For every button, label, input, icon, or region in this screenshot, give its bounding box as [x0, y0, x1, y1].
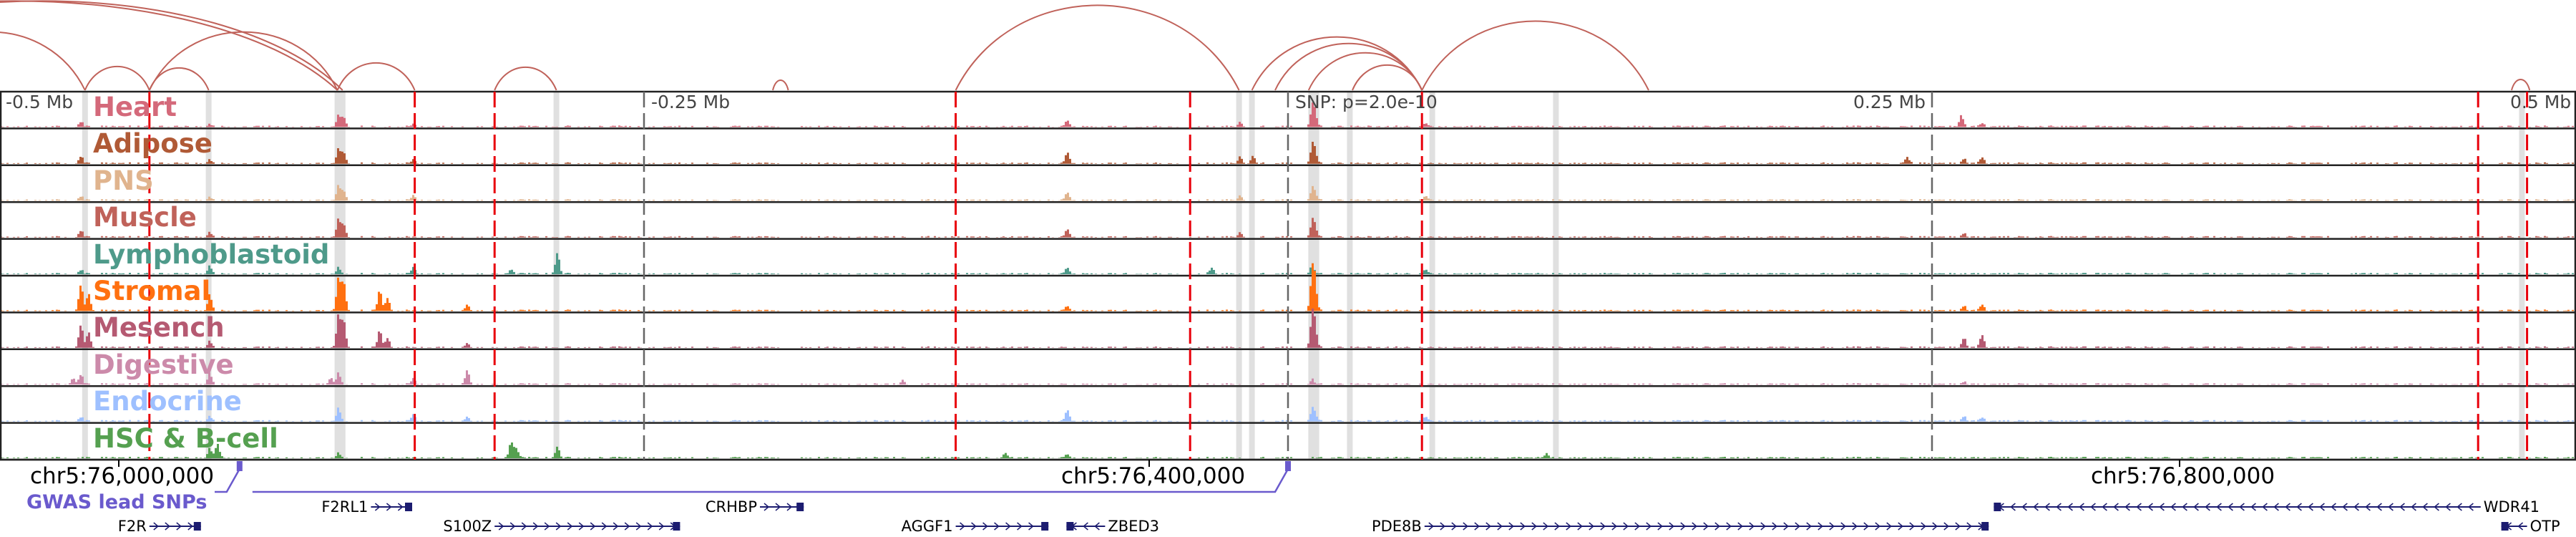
exon: [1994, 503, 2001, 511]
signal-bars: [0, 253, 2574, 274]
exon: [673, 522, 680, 531]
scale-label-minus-half: -0.5 Mb: [6, 92, 74, 112]
exon: [1981, 522, 1989, 531]
signal-bars: [0, 142, 2574, 164]
gene-label[interactable]: OTP: [2529, 518, 2560, 535]
strand-arrows: [498, 522, 676, 531]
gene-label[interactable]: AGGF1: [901, 518, 953, 535]
track-label: Lymphoblastoid: [93, 238, 330, 270]
gene-label[interactable]: PDE8B: [1371, 518, 1422, 535]
gene-label[interactable]: F2RL1: [321, 498, 369, 516]
gene-s100z[interactable]: [494, 522, 680, 531]
track-label: Heart: [93, 92, 177, 122]
loop-arc: [0, 32, 86, 91]
signal-bars: [0, 218, 2574, 238]
exon: [405, 503, 412, 511]
gwas-snp-marker[interactable]: [1285, 461, 1291, 471]
gwas-track-label: GWAS lead SNPs: [26, 491, 208, 513]
track-mesench: [0, 308, 2576, 351]
loop-arc: [84, 66, 150, 91]
strand-arrows: [960, 522, 1034, 531]
gene-track: [149, 503, 2527, 531]
exon: [1066, 522, 1074, 531]
gene-f2rl1[interactable]: [371, 503, 412, 511]
signal-bars: [0, 263, 2574, 311]
loop-arc: [1307, 52, 1423, 91]
loop-arc: [772, 79, 789, 91]
coordinate-label: chr5:76,400,000: [1061, 463, 1246, 489]
signal-bars: [0, 185, 2574, 201]
loop-arc: [148, 31, 338, 91]
gwas-track: [215, 461, 1291, 493]
signal-bars: [0, 442, 2574, 458]
gene-f2r[interactable]: [149, 522, 201, 531]
gene-wdr41[interactable]: [1994, 503, 2481, 511]
gene-label[interactable]: WDR41: [2483, 498, 2540, 516]
loop-arc: [494, 67, 557, 91]
gwas-snp-marker[interactable]: [236, 461, 243, 471]
track-label: Stromal: [93, 276, 211, 306]
gene-otp[interactable]: [2501, 522, 2527, 531]
strand-arrows: [374, 503, 404, 511]
signal-bars: [0, 370, 2574, 385]
gwas-connector: [215, 468, 1289, 493]
strand-arrows: [1428, 522, 1984, 531]
exon: [2501, 522, 2509, 531]
coordinate-label: chr5:76,000,000: [30, 463, 215, 489]
loop-arc: [955, 4, 1240, 91]
gene-zbed3[interactable]: [1066, 522, 1106, 531]
snp-label: SNP: p=2.0e-10: [1295, 92, 1438, 112]
gene-crhbp[interactable]: [760, 503, 804, 511]
scale-label-plus-half: 0.5 Mb: [2510, 92, 2572, 112]
strand-arrows: [153, 522, 193, 531]
track-label: PNS: [93, 165, 154, 196]
scale-label-minus-quarter: -0.25 Mb: [651, 92, 731, 112]
track-label: Digestive: [93, 349, 234, 380]
exon: [193, 522, 201, 531]
coordinate-label: chr5:76,800,000: [2091, 463, 2275, 489]
track-label: Endocrine: [93, 386, 242, 417]
loop-arc: [1251, 36, 1423, 91]
loop-arc: [2511, 79, 2531, 91]
gene-label[interactable]: S100Z: [443, 518, 492, 535]
gene-label[interactable]: ZBED3: [1108, 518, 1159, 535]
signal-bars: [0, 308, 2574, 348]
signal-bars: [0, 407, 2574, 422]
track-label: HSC & B-cell: [93, 422, 278, 454]
loop-arc: [1352, 64, 1423, 91]
loop-arc: [0, 0, 343, 91]
strand-arrows: [763, 503, 793, 511]
track-muscle: [0, 218, 2576, 240]
loop-arc: [336, 62, 416, 91]
track-label: Adipose: [93, 128, 213, 160]
loop-arc: [148, 67, 210, 91]
gene-aggf1[interactable]: [955, 522, 1049, 531]
exon: [796, 503, 804, 511]
gene-label[interactable]: F2R: [117, 518, 147, 535]
coordinate-axis: [118, 460, 2180, 467]
gene-pde8b[interactable]: [1424, 522, 1989, 531]
exon: [1041, 522, 1049, 531]
scale-label-plus-quarter: 0.25 Mb: [1853, 92, 1926, 112]
track-label: Muscle: [93, 202, 197, 233]
gene-label[interactable]: CRHBP: [705, 498, 757, 516]
loop-arc: [0, 0, 338, 91]
track-label: Mesench: [93, 312, 225, 344]
signal-bars: [0, 102, 2574, 127]
marker-lines: [148, 92, 2529, 460]
loop-arc: [1421, 20, 1649, 91]
chromatin-loops-track: [0, 0, 2531, 91]
